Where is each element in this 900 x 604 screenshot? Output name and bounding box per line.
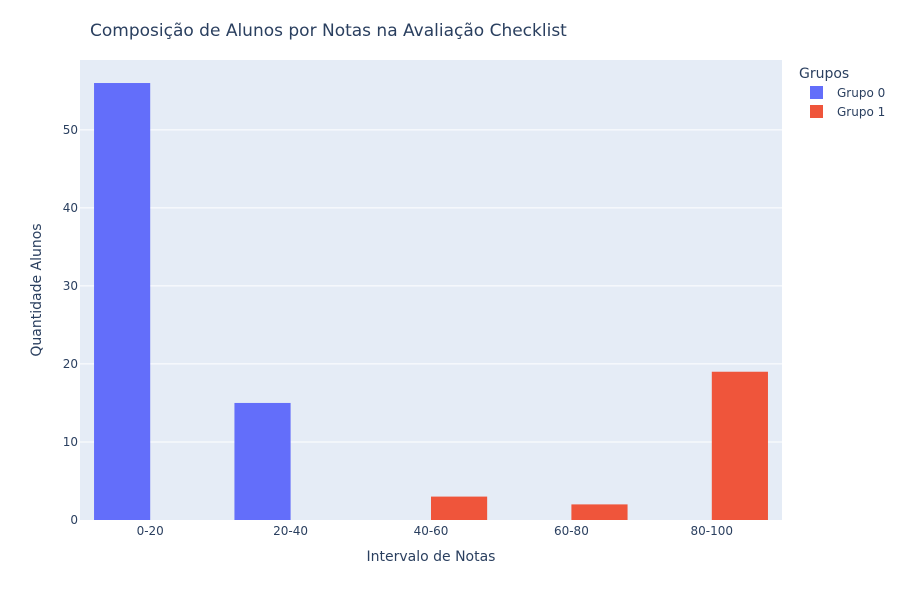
y-tick-label: 40	[63, 201, 78, 215]
legend: Grupos Grupo 0 Grupo 1	[799, 66, 885, 119]
bar[interactable]	[711, 371, 768, 520]
x-tick-label: 60-80	[554, 524, 589, 538]
grid-lines	[80, 129, 782, 443]
y-tick-labels: 0 10 20 30 40 50	[63, 123, 78, 527]
y-tick-label: 30	[63, 279, 78, 293]
bar[interactable]	[571, 504, 628, 520]
x-tick-label: 80-100	[691, 524, 734, 538]
legend-label[interactable]: Grupo 1	[837, 105, 885, 119]
bar[interactable]	[431, 496, 488, 520]
x-tick-label: 40-60	[414, 524, 449, 538]
y-tick-label: 0	[70, 513, 78, 527]
bar[interactable]	[234, 402, 291, 520]
legend-items: Grupo 0 Grupo 1	[810, 86, 885, 119]
legend-swatch[interactable]	[810, 86, 823, 99]
bar[interactable]	[94, 83, 151, 521]
x-tick-label: 0-20	[137, 524, 164, 538]
legend-label[interactable]: Grupo 0	[837, 86, 885, 100]
y-tick-label: 10	[63, 435, 78, 449]
legend-swatch[interactable]	[810, 105, 823, 118]
plot-background	[80, 60, 782, 520]
y-tick-label: 20	[63, 357, 78, 371]
y-tick-label: 50	[63, 123, 78, 137]
chart-title: Composição de Alunos por Notas na Avalia…	[90, 21, 567, 41]
x-tick-labels: 0-20 20-40 40-60 60-80 80-100	[137, 524, 733, 538]
y-axis-title: Quantidade Alunos	[29, 223, 45, 356]
bars	[94, 83, 768, 521]
x-axis-title: Intervalo de Notas	[367, 549, 496, 565]
x-tick-label: 20-40	[273, 524, 308, 538]
legend-title: Grupos	[799, 66, 849, 82]
